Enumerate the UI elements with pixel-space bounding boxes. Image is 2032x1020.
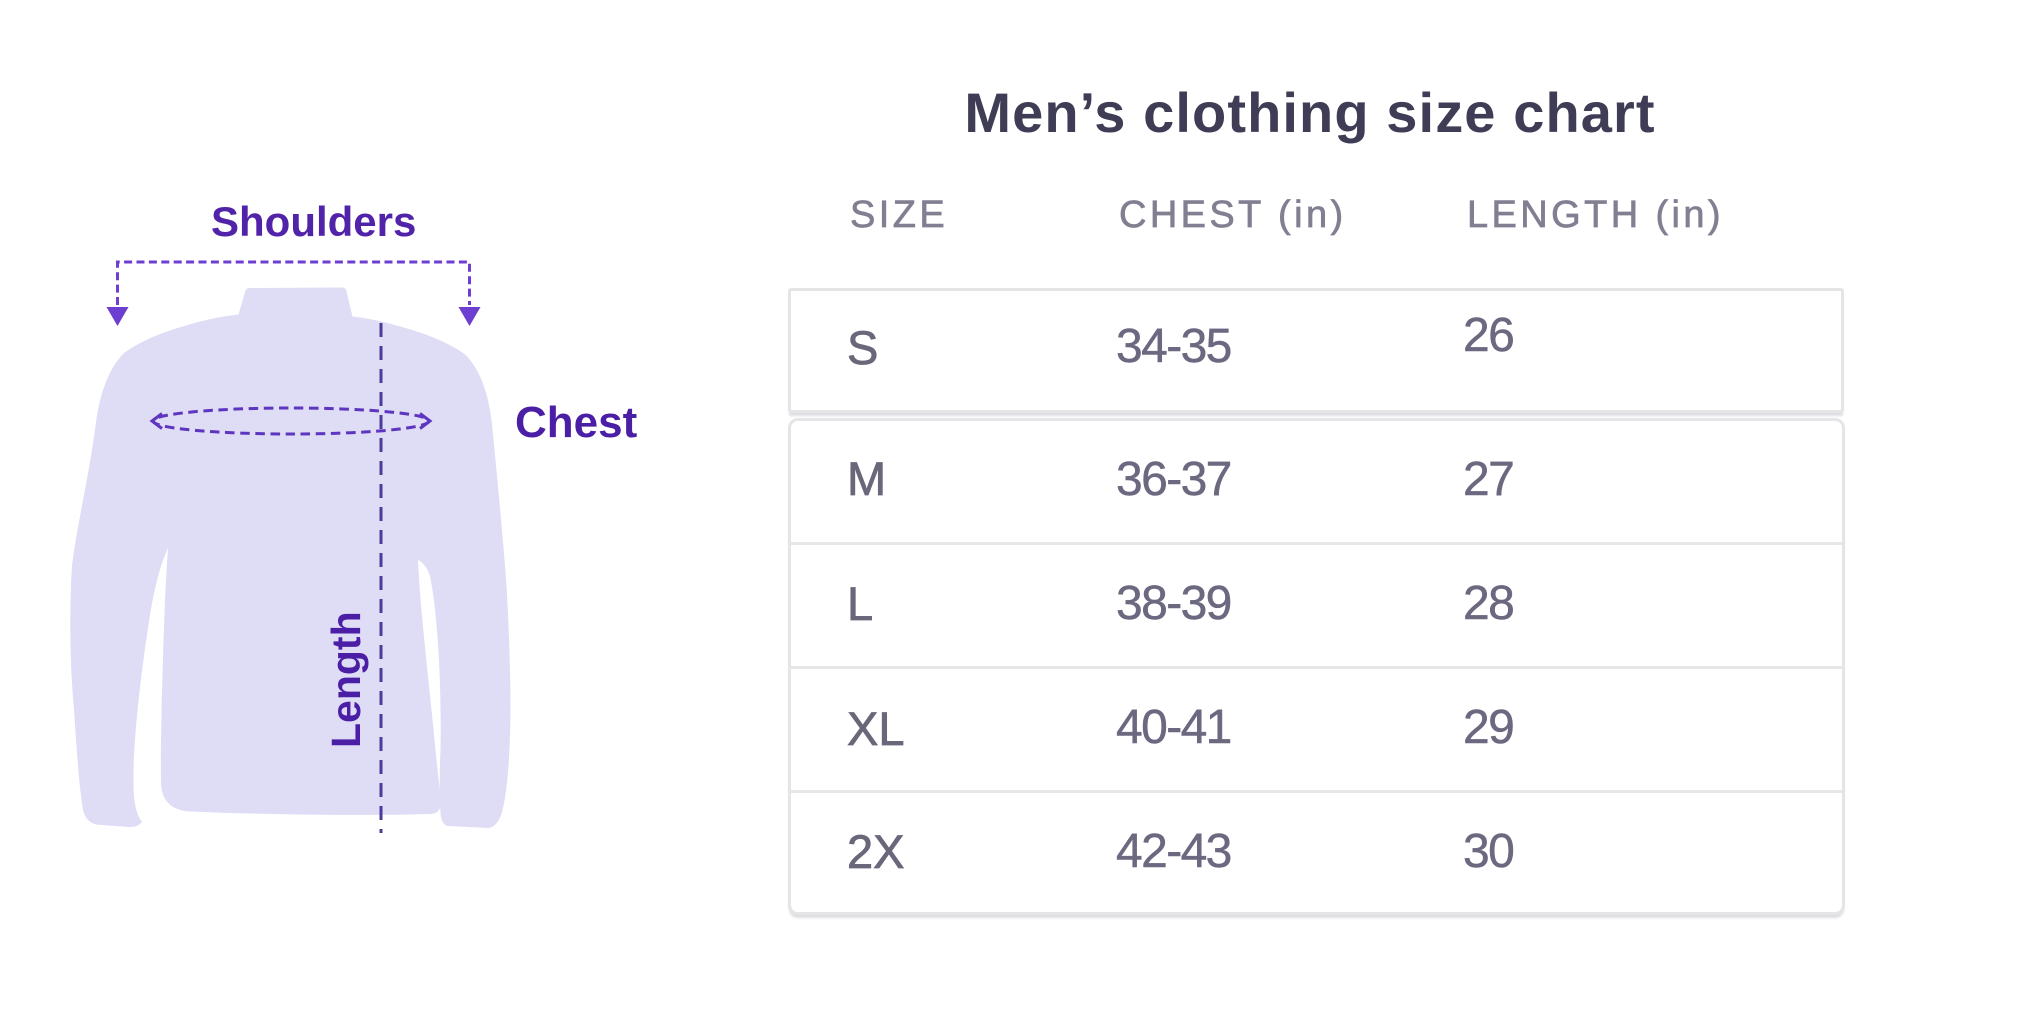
svg-text:Shoulders: Shoulders — [211, 198, 416, 245]
svg-text:Length: Length — [323, 611, 369, 748]
svg-text:Chest: Chest — [515, 398, 638, 447]
